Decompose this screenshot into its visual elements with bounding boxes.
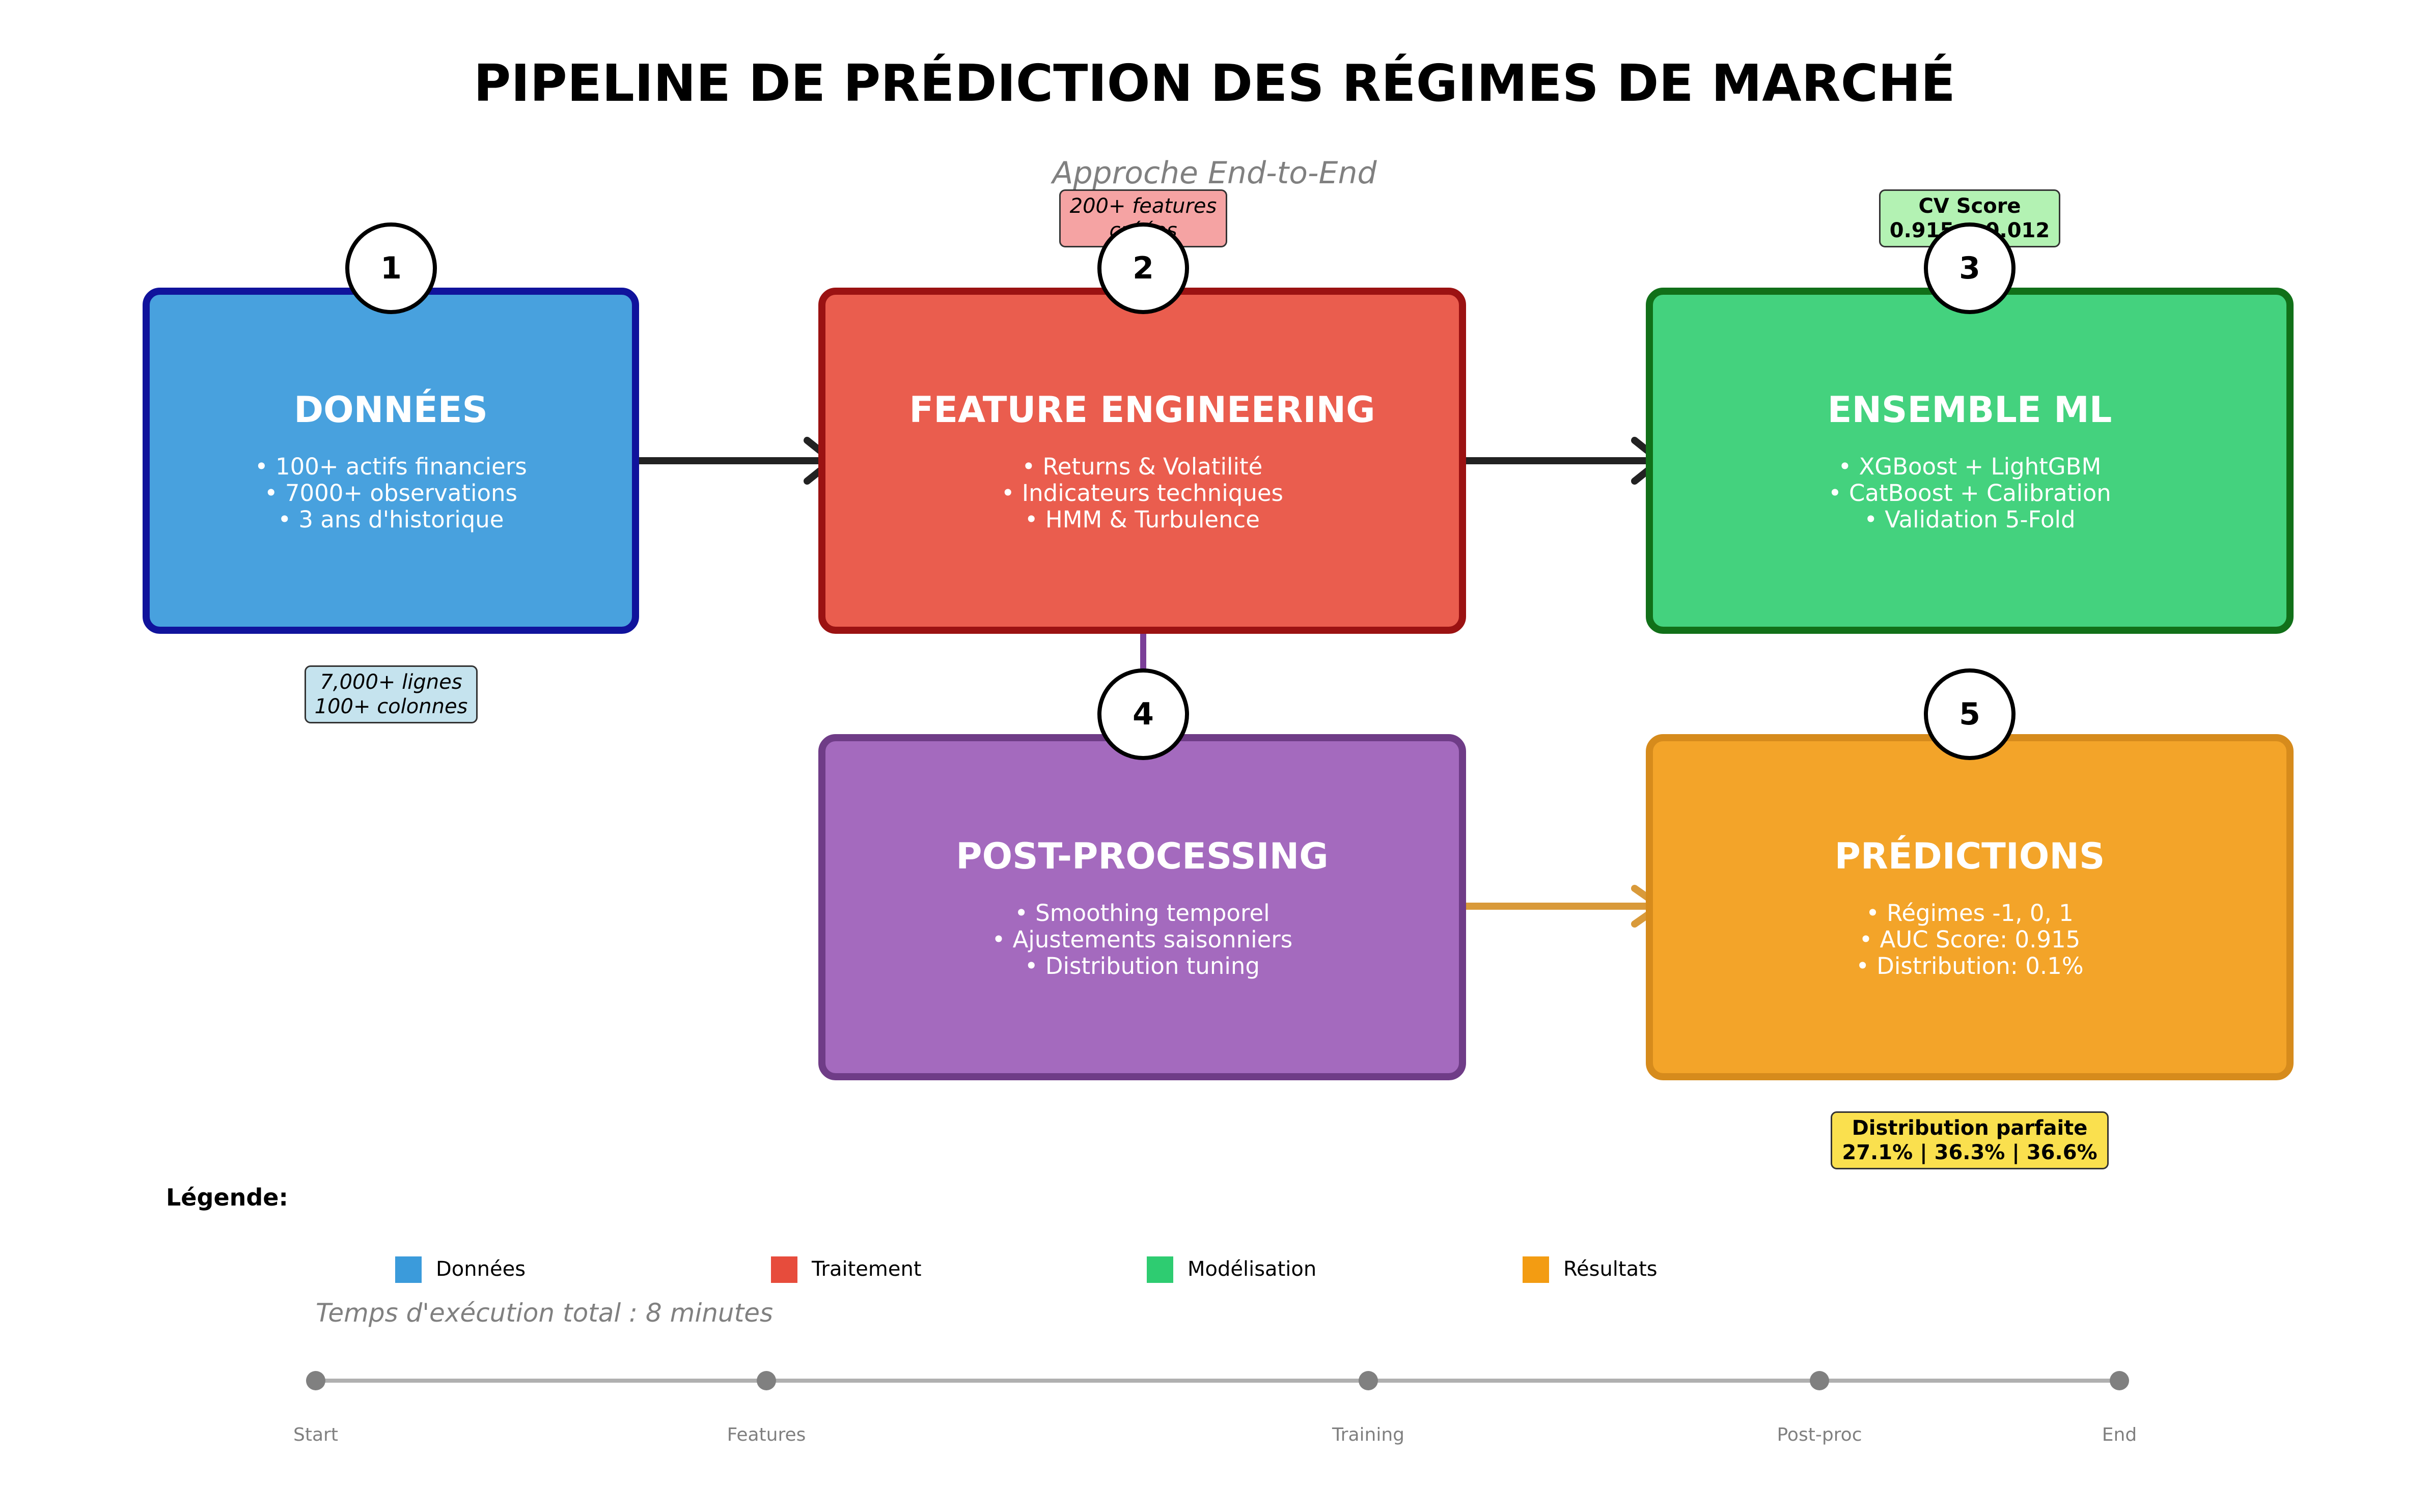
timeline-dot-end [2110, 1371, 2129, 1390]
note-line: 7,000+ lignes [320, 670, 462, 694]
legend-label-resultats: Résultats [1563, 1257, 1658, 1281]
note-line: 27.1% | 36.3% | 36.6% [1842, 1141, 2097, 1164]
step-circle-2: 2 [1097, 222, 1189, 314]
note-line: CV Score [1918, 194, 2021, 218]
timeline-label-features: Features [727, 1424, 806, 1445]
box-post-processing: POST-PROCESSING • Smoothing temporel • A… [818, 734, 1466, 1080]
box-line: • Indicateurs techniques [1001, 479, 1283, 507]
timeline-label-end: End [2102, 1424, 2137, 1445]
timeline-dot-start [306, 1371, 325, 1390]
legend-title: Légende: [166, 1184, 288, 1211]
legend-swatch-modelisation [1147, 1256, 1173, 1283]
legend-label-donnees: Données [436, 1257, 526, 1281]
step-circle-4: 4 [1097, 668, 1189, 760]
data-note: 7,000+ lignes 100+ colonnes [305, 665, 478, 723]
legend-swatch-resultats [1523, 1256, 1549, 1283]
note-line: 100+ colonnes [314, 695, 468, 718]
box-line: • XGBoost + LightGBM [1838, 453, 2102, 480]
box-line: • 7000+ observations [264, 479, 517, 507]
legend-label-traitement: Traitement [812, 1257, 922, 1281]
page-subtitle: Approche End-to-End [1052, 155, 1377, 191]
box-line: • HMM & Turbulence [1025, 506, 1260, 533]
box-line: • Returns & Volatilité [1022, 453, 1263, 480]
box-title: ENSEMBLE ML [1827, 388, 2112, 431]
box-line: • Smoothing temporel [1014, 899, 1270, 927]
timeline-label-training: Training [1332, 1424, 1405, 1445]
box-line: • 3 ans d'historique [278, 506, 504, 533]
note-line: Distribution parfaite [1852, 1116, 2088, 1140]
box-line: • 100+ actifs financiers [255, 453, 527, 480]
legend-label-modelisation: Modélisation [1188, 1257, 1317, 1281]
timeline-dot-training [1359, 1371, 1378, 1390]
step-circle-3: 3 [1924, 222, 2016, 314]
box-line: • AUC Score: 0.915 [1859, 926, 2081, 953]
timeline-dot-postproc [1810, 1371, 1829, 1390]
box-ensemble-ml: ENSEMBLE ML • XGBoost + LightGBM • CatBo… [1646, 288, 2294, 634]
box-line: • CatBoost + Calibration [1828, 479, 2111, 507]
legend-swatch-donnees [395, 1256, 422, 1283]
box-title: DONNÉES [294, 388, 488, 431]
box-title: PRÉDICTIONS [1834, 835, 2105, 877]
timeline-label-postproc: Post-proc [1777, 1424, 1862, 1445]
box-line: • Validation 5-Fold [1864, 506, 2076, 533]
execution-time: Temps d'exécution total : 8 minutes [316, 1298, 774, 1328]
note-line: 200+ features [1069, 194, 1217, 218]
step-circle-5: 5 [1924, 668, 2016, 760]
box-title: FEATURE ENGINEERING [909, 388, 1375, 431]
box-line: • Régimes -1, 0, 1 [1866, 899, 2074, 927]
box-line: • Distribution tuning [1025, 952, 1260, 979]
box-donnees: DONNÉES • 100+ actifs financiers • 7000+… [143, 288, 639, 634]
distribution-note: Distribution parfaite 27.1% | 36.3% | 36… [1831, 1111, 2109, 1169]
step-circle-1: 1 [345, 222, 437, 314]
timeline-dot-features [757, 1371, 776, 1390]
box-predictions: PRÉDICTIONS • Régimes -1, 0, 1 • AUC Sco… [1646, 734, 2294, 1080]
page-title: PIPELINE DE PRÉDICTION DES RÉGIMES DE MA… [474, 53, 1955, 113]
timeline-label-start: Start [293, 1424, 338, 1445]
legend-swatch-traitement [771, 1256, 797, 1283]
box-line: • Ajustements saisonniers [991, 926, 1293, 953]
box-title: POST-PROCESSING [956, 835, 1329, 877]
box-line: • Distribution: 0.1% [1856, 952, 2084, 979]
